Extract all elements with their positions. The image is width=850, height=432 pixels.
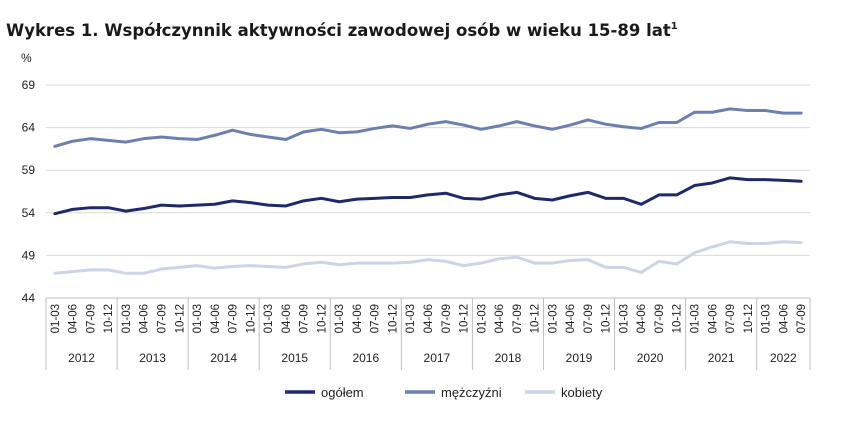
x-tick-label: 07-09 — [85, 304, 97, 333]
x-tick-label: 04-06 — [778, 304, 790, 333]
x-tick-label: 01-03 — [121, 304, 133, 333]
series-lines — [53, 107, 803, 275]
x-tick-label: 01-03 — [618, 304, 630, 333]
x-tick-label: 01-03 — [405, 304, 417, 333]
year-label: 2021 — [708, 351, 735, 365]
y-tick-label: 54 — [22, 206, 36, 220]
y-tick-label: 59 — [22, 163, 36, 177]
x-tick-label: 07-09 — [299, 304, 311, 333]
x-tick-label: 01-03 — [690, 304, 702, 333]
x-tick-label: 04-06 — [139, 304, 151, 333]
x-tick-label: 10-12 — [103, 304, 115, 333]
y-axis-unit-label: % — [21, 51, 32, 65]
x-tick-label: 04-06 — [352, 304, 364, 333]
x-tick-label: 10-12 — [743, 304, 755, 333]
x-tick-label: 10-12 — [530, 304, 542, 333]
x-tick-label: 01-03 — [192, 304, 204, 333]
year-label: 2019 — [566, 351, 593, 365]
x-tick-label: 07-09 — [512, 304, 524, 333]
gridlines — [46, 84, 810, 299]
x-tick-label: 04-06 — [423, 304, 435, 333]
year-label: 2016 — [352, 351, 379, 365]
series-line-1 — [53, 176, 803, 216]
x-tick-label: 04-06 — [636, 304, 648, 333]
chart-title: Wykres 1. Współczynnik aktywności zawodo… — [6, 21, 678, 40]
x-tick-label: 04-06 — [565, 304, 577, 333]
year-label: 2012 — [68, 351, 95, 365]
x-tick-label: 01-03 — [476, 304, 488, 333]
x-tick-label: 07-09 — [156, 304, 168, 333]
year-label: 2022 — [770, 351, 797, 365]
legend-label: kobiety — [561, 385, 603, 400]
x-tick-label: 07-09 — [583, 304, 595, 333]
series-line-3 — [53, 240, 803, 275]
x-tick-label: 04-06 — [707, 304, 719, 333]
y-tick-label: 49 — [22, 248, 36, 262]
chart-title-superscript: 1 — [671, 21, 678, 32]
x-tick-label: 07-09 — [796, 304, 808, 333]
series-line-2 — [53, 107, 803, 148]
y-tick-label: 69 — [22, 78, 36, 92]
x-tick-label: 10-12 — [387, 304, 399, 333]
x-tick-label: 10-12 — [672, 304, 684, 333]
year-label: 2018 — [495, 351, 522, 365]
x-tick-label: 04-06 — [68, 304, 80, 333]
year-label: 2017 — [424, 351, 451, 365]
x-tick-label: 01-03 — [50, 304, 62, 333]
x-tick-label: 07-09 — [725, 304, 737, 333]
x-tick-label: 01-03 — [334, 304, 346, 333]
year-label: 2015 — [281, 351, 308, 365]
x-tick-label: 04-06 — [494, 304, 506, 333]
legend-label: ogółem — [321, 385, 364, 400]
x-tick-label: 01-03 — [761, 304, 773, 333]
legend: ogółem mężczyźni kobiety — [285, 385, 603, 400]
x-axis: 01-03 04-06 07-09 10-12 01-03 04-06 07-09 10-12… — [45, 298, 811, 370]
x-tick-label: 10-12 — [601, 304, 613, 333]
x-tick-label: 07-09 — [370, 304, 382, 333]
year-label: 2014 — [210, 351, 237, 365]
x-tick-label: 07-09 — [654, 304, 666, 333]
x-tick-label: 10-12 — [174, 304, 186, 333]
legend-label: mężczyźni — [441, 385, 502, 400]
x-tick-label: 10-12 — [459, 304, 471, 333]
x-tick-label: 01-03 — [547, 304, 559, 333]
x-tick-label: 04-06 — [210, 304, 222, 333]
x-tick-label: 07-09 — [441, 304, 453, 333]
y-tick-label: 64 — [22, 121, 36, 135]
year-label: 2013 — [139, 351, 166, 365]
year-label: 2020 — [637, 351, 664, 365]
x-tick-label: 01-03 — [263, 304, 275, 333]
y-tick-label: 44 — [22, 291, 36, 305]
x-tick-label: 10-12 — [245, 304, 257, 333]
x-tick-label: 04-06 — [281, 304, 293, 333]
x-tick-label: 10-12 — [316, 304, 328, 333]
y-axis-ticks: 44 49 54 59 64 69 — [22, 78, 36, 305]
x-tick-label: 07-09 — [228, 304, 240, 333]
